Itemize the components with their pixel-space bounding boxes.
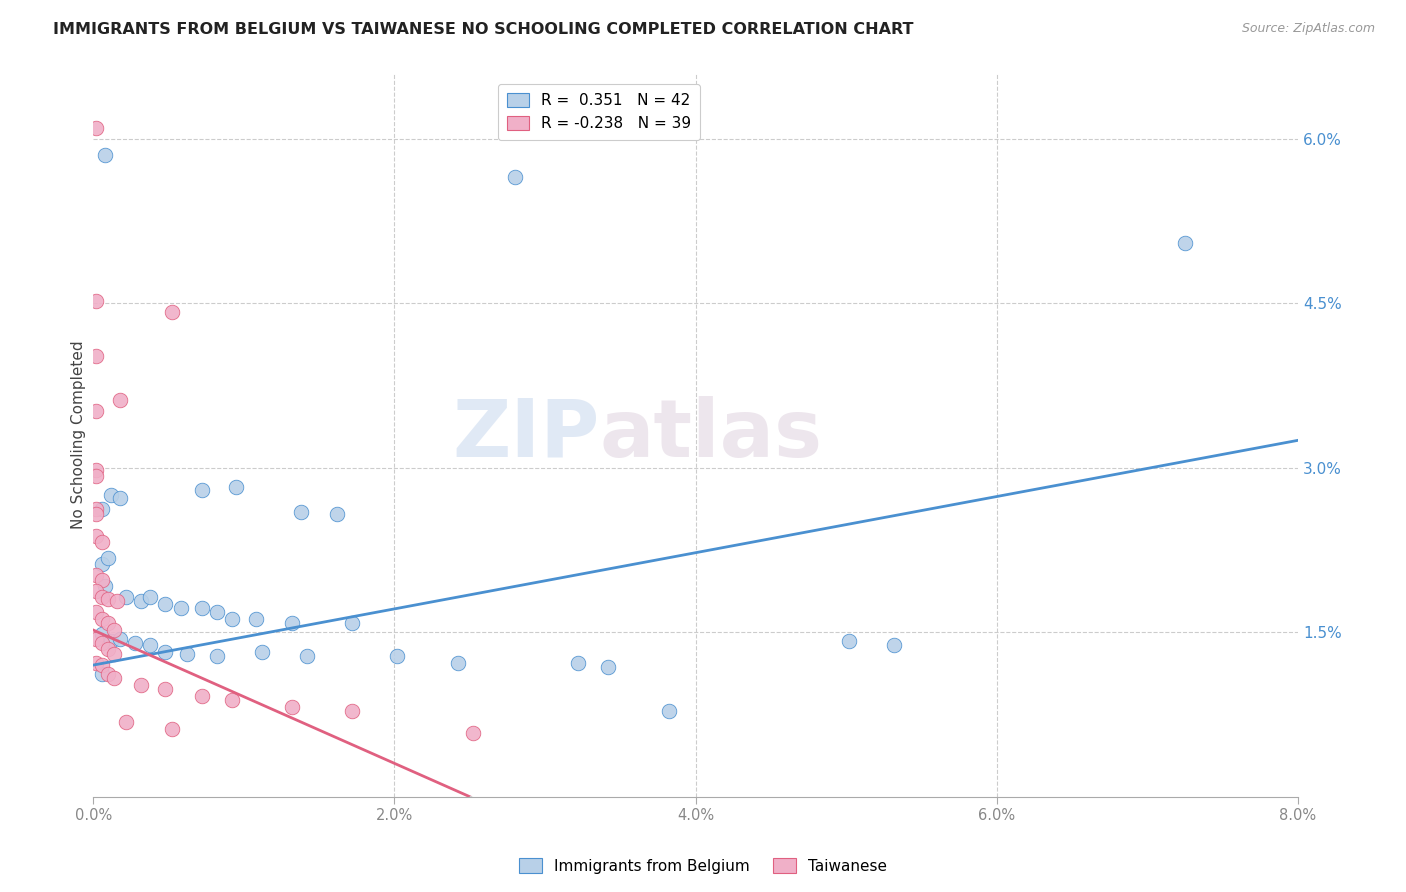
Point [103,623,125,637]
Point [115,590,138,604]
Point [169,601,191,615]
Point [103,671,125,685]
Point [97,641,120,656]
Text: Source: ZipAtlas.com: Source: ZipAtlas.com [1241,22,1375,36]
Point [84,507,107,521]
Point [84,583,107,598]
Point [221,693,243,707]
Point [84,656,107,670]
Point [205,649,228,664]
Point [131,594,153,608]
Point [110,392,132,407]
Point [245,612,267,626]
Point [84,403,107,417]
Point [342,616,364,631]
Point [94,148,117,162]
Point [447,656,470,670]
Point [503,170,526,185]
Point [190,689,212,703]
Point [190,483,212,497]
Point [91,502,114,516]
Point [295,649,318,664]
Point [290,505,312,519]
Point [91,627,114,641]
Point [100,488,122,502]
Point [155,645,177,659]
Point [91,590,114,604]
Point [838,634,860,648]
Text: ZIP: ZIP [451,396,599,474]
Point [84,606,107,620]
Point [84,120,107,135]
Point [84,469,107,483]
Point [84,568,107,582]
Point [97,616,120,631]
Point [281,616,304,631]
Point [105,594,128,608]
Text: atlas: atlas [599,396,823,474]
Point [84,463,107,477]
Point [131,678,153,692]
Point [1174,235,1197,250]
Point [461,726,484,740]
Point [84,529,107,543]
Point [103,647,125,661]
Point [281,699,304,714]
Point [91,558,114,572]
Point [139,590,162,604]
Point [84,349,107,363]
Point [110,632,132,646]
Point [326,507,349,521]
Point [91,612,114,626]
Point [91,535,114,549]
Point [190,601,212,615]
Point [160,722,183,736]
Point [225,480,247,494]
Point [94,579,117,593]
Point [205,606,228,620]
Point [115,715,138,730]
Legend: R =  0.351   N = 42, R = -0.238   N = 39: R = 0.351 N = 42, R = -0.238 N = 39 [498,84,700,140]
Point [124,636,146,650]
Point [155,682,177,697]
Point [97,592,120,607]
Point [176,647,198,661]
Point [598,660,620,674]
Text: IMMIGRANTS FROM BELGIUM VS TAIWANESE NO SCHOOLING COMPLETED CORRELATION CHART: IMMIGRANTS FROM BELGIUM VS TAIWANESE NO … [53,22,914,37]
Point [155,597,177,611]
Point [160,305,183,319]
Point [567,656,589,670]
Point [84,502,107,516]
Point [84,632,107,646]
Point [221,612,243,626]
Y-axis label: No Schooling Completed: No Schooling Completed [72,341,86,529]
Point [97,550,120,565]
Point [100,634,122,648]
Point [250,645,273,659]
Point [387,649,409,664]
Point [91,666,114,681]
Point [84,294,107,309]
Point [657,704,679,718]
Point [883,638,905,652]
Point [139,638,162,652]
Legend: Immigrants from Belgium, Taiwanese: Immigrants from Belgium, Taiwanese [513,852,893,880]
Point [110,491,132,506]
Point [97,666,120,681]
Point [91,573,114,587]
Point [342,704,364,718]
Point [91,636,114,650]
Point [91,658,114,673]
